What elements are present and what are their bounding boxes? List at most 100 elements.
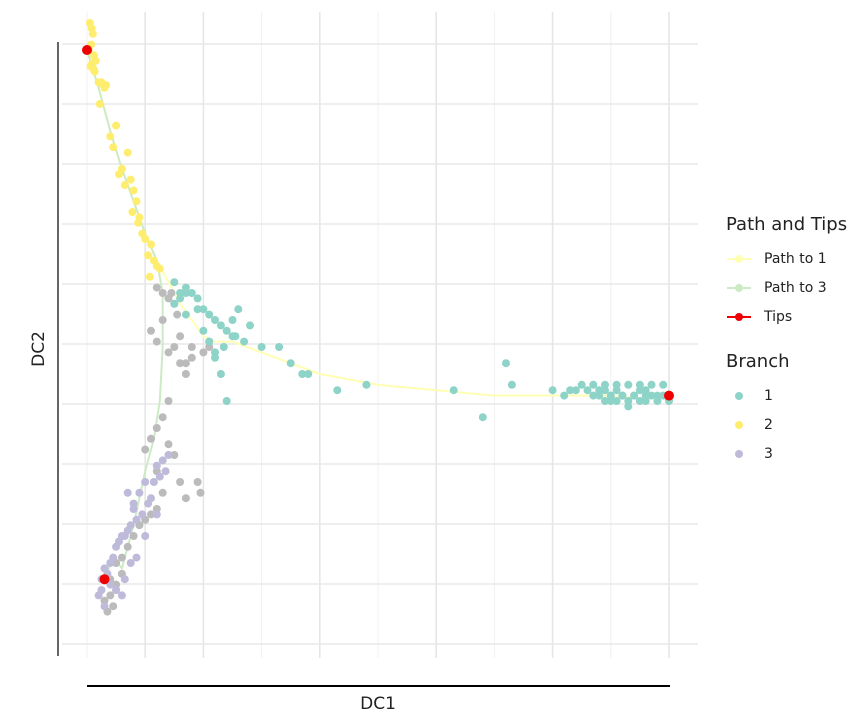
data-point-branch-1 [653,391,662,400]
data-point-branch-unassigned [158,413,167,422]
data-point-branch-1 [502,359,510,368]
data-point-branch-1 [257,343,266,351]
data-point-branch-1 [222,397,231,405]
legend-item-path-to-3: Path to 3 [726,273,847,302]
data-point-branch-1 [624,380,633,389]
data-point-branch-1 [583,386,592,395]
data-point-branch-1 [647,380,656,389]
data-point-branch-unassigned [176,332,185,341]
data-point-branch-3 [100,602,109,611]
data-point-branch-1 [589,391,598,400]
data-point-branch-2 [126,175,135,184]
data-point-branch-unassigned [164,397,173,405]
data-point-branch-2 [128,208,137,216]
data-point-branch-3 [106,559,115,567]
data-point-branch-1 [601,386,609,395]
data-point-branch-2 [145,272,154,281]
data-point-branch-1 [205,337,214,346]
data-point-branch-2 [90,67,99,76]
data-point-branch-2 [106,132,115,141]
data-point-branch-3 [132,553,141,562]
data-point-branch-unassigned [187,343,196,351]
tip-marker [82,45,92,55]
data-point-branch-1 [635,397,644,405]
data-point-branch-2 [120,181,129,189]
data-point-branch-1 [240,337,249,346]
data-point-branch-2 [102,81,111,90]
data-point-branch-2 [129,186,138,195]
data-point-branch-1 [647,391,656,400]
data-point-branch-unassigned [176,359,185,368]
data-point-branch-1 [199,326,208,335]
data-point-branch-2 [112,121,121,130]
data-point-branch-1 [601,397,609,405]
data-point-branch-1 [618,391,627,400]
data-point-branch-2 [147,240,155,249]
data-point-branch-1 [612,380,621,389]
legend-title-path-and-tips: Path and Tips [726,214,848,235]
data-point-branch-1 [298,370,307,378]
data-point-branch-1 [659,380,668,389]
legend-label-path-to-1: Path to 1 [764,250,827,267]
data-point-branch-1 [630,391,639,400]
data-point-branch-unassigned [181,494,190,503]
legend-label-branch-2: 2 [764,416,773,433]
data-point-branch-unassigned [147,434,155,443]
data-point-branch-1 [181,289,190,297]
legend-item-tips: Tips [726,302,847,331]
data-point-branch-1 [478,413,487,422]
data-point-branch-1 [333,386,342,395]
data-point-branch-unassigned [164,440,173,449]
data-point-branch-3 [132,515,141,524]
data-point-branch-unassigned [170,343,179,351]
data-point-branch-1 [187,289,196,297]
legend-key-branch-2 [726,415,752,435]
data-point-branch-1 [507,380,516,389]
data-point-branch-2 [155,264,164,273]
data-point-branch-3 [155,472,164,481]
data-point-branch-2 [123,148,132,157]
data-point-branch-3 [144,499,153,508]
data-point-branch-unassigned [152,283,161,292]
data-point-branch-1 [275,343,284,351]
data-point-branch-1 [304,370,313,378]
data-point-branch-3 [117,591,126,600]
legend-key-branch-1 [726,386,752,406]
data-point-branch-unassigned [158,316,167,324]
legend-path-and-tips: Path and Tips Path to 1 Path to 3 Tips [726,212,847,331]
legend-key-branch-3 [726,444,752,464]
data-point-branch-1 [589,380,598,389]
data-point-branch-2 [109,143,118,152]
data-point-branch-3 [149,478,158,486]
legend-label-path-to-3: Path to 3 [764,279,827,296]
data-point-branch-unassigned [170,451,179,459]
data-point-branch-1 [219,343,228,351]
data-point-branch-unassigned [129,532,138,540]
tip-markers [82,45,674,585]
legend-label-branch-1: 1 [764,387,773,404]
legend-key-tips [726,307,752,327]
data-point-branch-3 [141,532,150,540]
data-point-branch-1 [211,316,219,324]
data-point-branch-1 [286,359,295,368]
data-point-branch-3 [138,510,147,519]
data-point-branch-1 [176,289,185,297]
legend-item-path-to-1: Path to 1 [726,244,847,273]
data-point-branch-unassigned [164,348,173,357]
tip-marker [99,574,110,585]
data-point-branch-1 [612,397,621,405]
data-point-branch-1 [193,305,202,314]
legend-label-branch-3: 3 [764,445,773,462]
data-point-branch-1 [181,310,190,319]
data-point-branch-3 [141,478,150,486]
data-point-branch-unassigned [187,353,196,362]
legend-key-path-to-3 [726,278,752,298]
data-point-branch-1 [228,316,237,324]
data-point-branch-unassigned [152,424,161,432]
data-point-branch-unassigned [141,445,150,454]
legend-item-branch-3: 3 [726,439,847,468]
data-point-branch-1 [595,391,604,400]
data-point-branch-unassigned [152,337,161,346]
grid-lines [62,12,698,658]
data-point-branch-1 [199,305,208,314]
